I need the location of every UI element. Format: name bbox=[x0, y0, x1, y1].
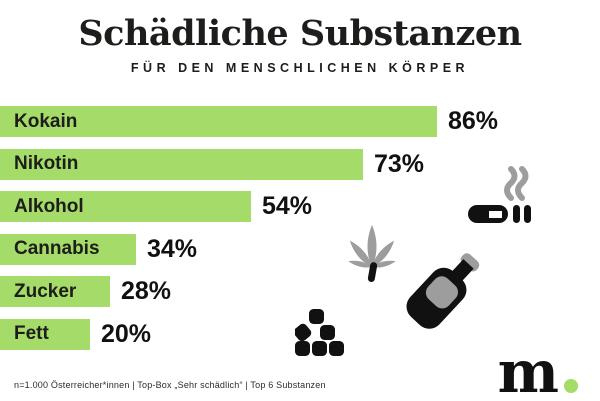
bar-value: 73% bbox=[374, 149, 425, 178]
bar-kokain: Kokain bbox=[0, 106, 437, 137]
source-footnote: n=1.000 Österreicher*innen | Top-Box „Se… bbox=[14, 380, 326, 390]
bar-nikotin: Nikotin bbox=[0, 148, 363, 180]
bar-label: Fett bbox=[14, 323, 49, 344]
chart-row-fett: Fett 20% bbox=[0, 318, 600, 350]
bar-value: 20% bbox=[101, 319, 152, 348]
logo-letter: m bbox=[497, 337, 559, 401]
bottle-icon bbox=[406, 253, 480, 329]
chart-row-zucker: Zucker 28% bbox=[0, 276, 600, 307]
bar-label: Kokain bbox=[14, 110, 78, 132]
bar-value: 34% bbox=[147, 234, 198, 263]
leaf-stem bbox=[367, 262, 378, 282]
chart-subtitle: FÜR DEN MENSCHLICHEN KÖRPER bbox=[130, 60, 470, 75]
cigarette-icon bbox=[468, 166, 531, 223]
bar-value: 28% bbox=[121, 277, 172, 305]
chart-row-cannabis: Cannabis 34% bbox=[0, 233, 600, 265]
bar-label: Zucker bbox=[14, 280, 77, 302]
bar-zucker: Zucker bbox=[0, 276, 110, 307]
bar-label: Alkohol bbox=[14, 195, 84, 217]
chart-row-nikotin: Nikotin 73% bbox=[0, 148, 600, 180]
bar-label: Cannabis bbox=[14, 238, 100, 259]
cannabis-leaf-icon bbox=[348, 225, 396, 282]
bar-value: 54% bbox=[262, 192, 313, 220]
sugar-cubes-icon bbox=[295, 309, 344, 356]
chart-row-kokain: Kokain 86% bbox=[0, 106, 600, 137]
bar-fett: Fett bbox=[0, 318, 90, 350]
bar-cannabis: Cannabis bbox=[0, 233, 136, 265]
bar-label: Nikotin bbox=[14, 153, 79, 174]
chart-row-alkohol: Alkohol 54% bbox=[0, 191, 600, 222]
harmful-substances-bar-chart: Kokain 86% Nikotin 73% Alkohol 54% Cannabis 34%… bbox=[0, 106, 600, 361]
smoke-icon bbox=[504, 166, 529, 201]
bar-value: 86% bbox=[448, 107, 499, 135]
chart-title: Schädliche Substanzen bbox=[78, 13, 522, 54]
logo-dot bbox=[564, 379, 578, 393]
bar-alkohol: Alkohol bbox=[0, 191, 251, 222]
momentum-logo: m bbox=[497, 337, 578, 401]
header: Schädliche Substanzen FÜR DEN MENSCHLICH… bbox=[0, 0, 600, 75]
